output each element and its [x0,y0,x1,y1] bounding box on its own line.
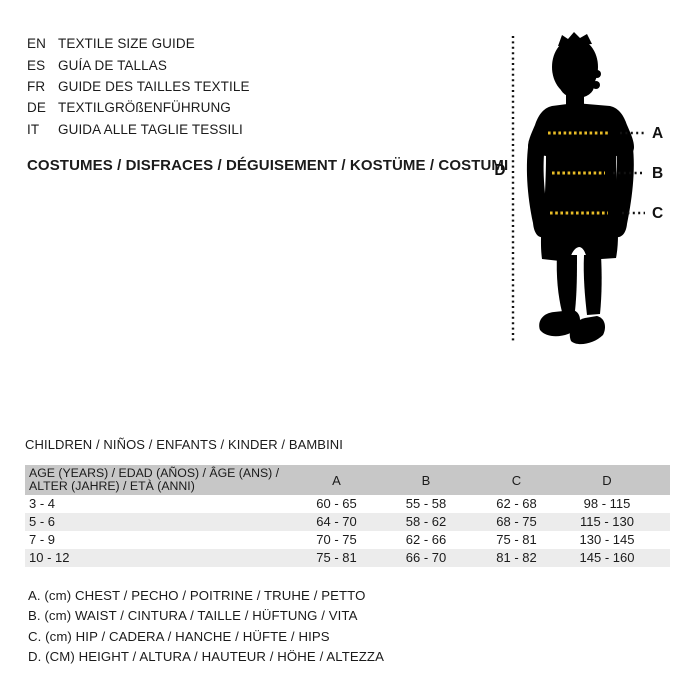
age-cell: 5 - 6 [29,514,56,529]
language-row: FR GUIDE DES TAILLES TEXTILE [27,76,250,97]
size-figure: D [480,30,700,360]
legend-item-waist: B. (cm) WAIST / CINTURA / TAILLE / HÜFTU… [28,608,358,624]
label-d: D [494,162,505,179]
size-table: AGE (YEARS) / EDAD (AÑOS) / ÂGE (ANS) / … [25,465,670,567]
language-label: GUIDE DES TAILLES TEXTILE [58,78,250,94]
value-cell-a: 70 - 75 [316,532,357,547]
language-label: TEXTILE SIZE GUIDE [58,36,195,52]
costumes-title: COSTUMES / DISFRACES / DÉGUISEMENT / KOS… [27,157,509,174]
value-cell-c: 75 - 81 [496,532,537,547]
age-header-line2: ALTER (JAHRE) / ETÀ (ANNI) [29,479,195,493]
legend-item-hip: C. (cm) HIP / CADERA / HANCHE / HÜFTE / … [28,628,330,644]
value-cell-d: 98 - 115 [583,496,631,511]
legend-item-chest: A. (cm) CHEST / PECHO / POITRINE / TRUHE… [28,588,366,603]
value-cell-d: 115 - 130 [580,514,634,529]
table-row: 3 - 4 60 - 65 55 - 58 62 - 68 98 - 115 [25,495,670,513]
column-header-c: C [511,472,522,488]
value-cell-b: 66 - 70 [405,550,447,565]
legend-item-height: D. (CM) HEIGHT / ALTURA / HAUTEUR / HÖHE… [28,649,384,665]
language-row: IT GUIDA ALLE TAGLIE TESSILI [27,119,250,140]
language-code: DE [27,100,46,116]
column-header-a: A [332,472,341,488]
value-cell-b: 55 - 58 [405,496,447,511]
column-header-d: D [602,472,612,488]
age-header-line1: AGE (YEARS) / EDAD (AÑOS) / ÂGE (ANS) / [29,465,280,480]
age-column-header: AGE (YEARS) / EDAD (AÑOS) / ÂGE (ANS) / … [25,465,292,494]
value-cell-c: 62 - 68 [496,496,537,511]
value-cell-b: 62 - 66 [405,532,447,547]
age-cell: 7 - 9 [29,532,56,547]
value-cell-d: 130 - 145 [579,532,635,547]
value-cell-a: 60 - 65 [316,496,357,511]
value-cell-a: 64 - 70 [316,514,357,529]
child-silhouette-figure: D [494,32,663,345]
language-row: DE TEXTILGRÖßENFÜHRUNG [27,97,250,118]
value-cell-a: 75 - 81 [316,550,357,565]
language-list: EN TEXTILE SIZE GUIDE ES GUÍA DE TALLAS … [27,33,250,140]
table-header-row: AGE (YEARS) / EDAD (AÑOS) / ÂGE (ANS) / … [25,465,670,495]
age-cell: 3 - 4 [29,496,56,511]
language-code: FR [27,78,46,94]
label-b: B [652,165,663,182]
measurement-legend: A. (cm) CHEST / PECHO / POITRINE / TRUHE… [28,586,384,668]
label-c: C [652,205,663,222]
table-row: 5 - 6 64 - 70 58 - 62 68 - 75 115 - 130 [25,513,670,531]
language-code: IT [27,121,40,137]
value-cell-d: 145 - 160 [579,550,635,565]
table-row: 10 - 12 75 - 81 66 - 70 81 - 82 145 - 16… [25,549,670,567]
language-label: TEXTILGRÖßENFÜHRUNG [58,100,231,116]
value-cell-b: 58 - 62 [405,514,447,529]
label-a: A [652,125,663,142]
age-cell: 10 - 12 [29,550,70,565]
language-row: EN TEXTILE SIZE GUIDE [27,33,250,54]
value-cell-c: 68 - 75 [496,514,537,529]
language-code: EN [27,36,46,52]
child-silhouette [526,32,634,345]
table-row: 7 - 9 70 - 75 62 - 66 75 - 81 130 - 145 [25,531,670,549]
value-cell-c: 81 - 82 [496,550,537,565]
children-section-title: CHILDREN / NIÑOS / ENFANTS / KINDER / BA… [25,437,343,452]
language-label: GUIDA ALLE TAGLIE TESSILI [58,121,243,137]
language-code: ES [27,57,46,73]
language-row: ES GUÍA DE TALLAS [27,54,250,75]
language-label: GUÍA DE TALLAS [58,57,167,73]
column-header-b: B [421,472,431,488]
